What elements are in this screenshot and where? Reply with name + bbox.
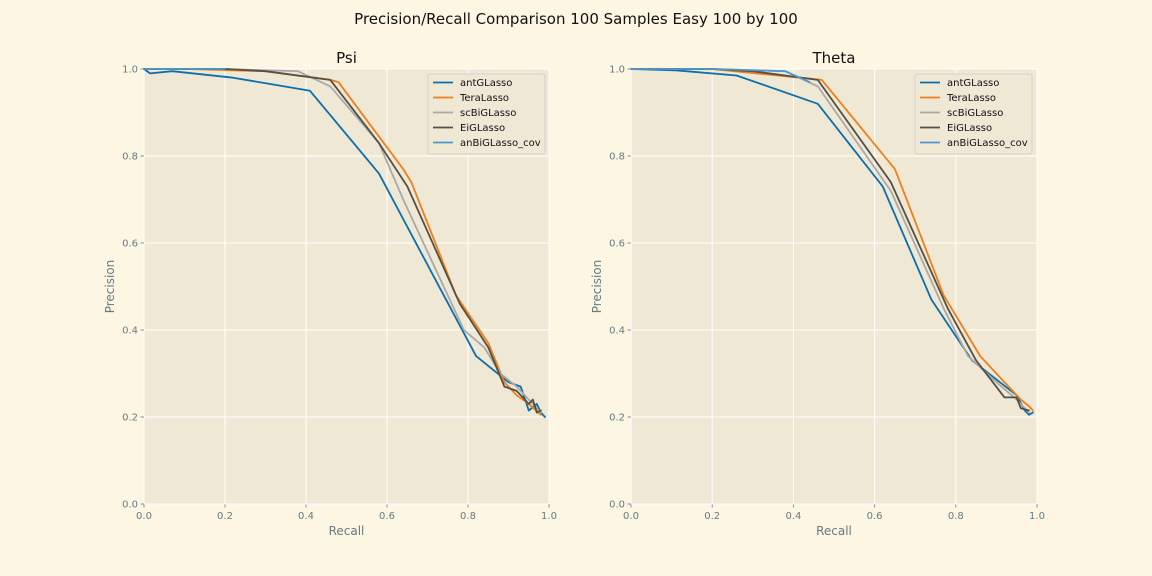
legend-label-EiGLasso: EiGLasso xyxy=(460,123,505,134)
x-axis-label: Recall xyxy=(329,524,365,538)
axes-title: Theta xyxy=(812,49,856,67)
y-tick-label: 0.4 xyxy=(122,326,138,337)
y-tick-label: 0.4 xyxy=(609,326,625,337)
x-tick-label: 0.6 xyxy=(867,511,883,522)
legend: antGLasso TeraLasso scBiGLasso EiGLasso anBi… xyxy=(427,73,546,155)
x-axis-label: Recall xyxy=(816,524,852,538)
x-tick-label: 0.2 xyxy=(217,511,233,522)
y-tick-label: 0.8 xyxy=(609,152,625,163)
series-line-antGLasso xyxy=(143,68,546,418)
x-tick-label: 1.0 xyxy=(1029,511,1045,522)
legend-label-scBiGLasso: scBiGLasso xyxy=(460,108,516,119)
x-tick-label: 1.0 xyxy=(541,511,557,522)
y-tick-label: 0.6 xyxy=(122,239,138,250)
x-tick-label: 0.0 xyxy=(623,511,639,522)
legend-label-TeraLasso: TeraLasso xyxy=(946,93,996,104)
x-tick-label: 0.2 xyxy=(704,511,720,522)
legend: antGLasso TeraLasso scBiGLasso EiGLasso anBi… xyxy=(914,73,1033,155)
y-tick-label: 0.0 xyxy=(122,500,138,511)
chart-psi: 0.0 0.2 0.4 0.6 0.8 1.0 0.0 0.2 0.4 0.6 0.8 1.0 Psi R… xyxy=(103,49,557,538)
series-line-scBiGLasso xyxy=(143,68,542,414)
legend-label-EiGLasso: EiGLasso xyxy=(947,123,992,134)
chart-theta: 0.0 0.2 0.4 0.6 0.8 1.0 0.0 0.2 0.4 0.6 0.8 1.0 Thet… xyxy=(590,49,1045,538)
legend-label-antGLasso: antGLasso xyxy=(947,78,999,89)
series-line-TeraLasso xyxy=(630,68,1034,412)
x-tick-label: 0.6 xyxy=(379,511,395,522)
y-tick-label: 0.8 xyxy=(122,152,138,163)
y-tick-label: 1.0 xyxy=(122,65,138,76)
figure-title: Precision/Recall Comparison 100 Samples … xyxy=(354,10,798,28)
x-tick-label: 0.8 xyxy=(460,511,476,522)
legend-box xyxy=(914,73,1033,155)
series-line-EiGLasso xyxy=(143,68,542,414)
y-tick-label: 0.2 xyxy=(609,413,625,424)
legend-label-scBiGLasso: scBiGLasso xyxy=(947,108,1003,119)
legend-label-anBiGLasso_cov: anBiGLasso_cov xyxy=(947,138,1028,149)
y-tick-label: 0.0 xyxy=(609,500,625,511)
series-line-anBiGLasso_cov xyxy=(630,68,811,83)
x-tick-label: 0.4 xyxy=(298,511,314,522)
y-tick-label: 0.6 xyxy=(609,239,625,250)
x-tick-label: 0.0 xyxy=(136,511,152,522)
series-line-antGLasso xyxy=(630,68,1034,416)
y-axis-label: Precision xyxy=(590,260,604,314)
legend-label-anBiGLasso_cov: anBiGLasso_cov xyxy=(460,138,541,149)
legend-label-antGLasso: antGLasso xyxy=(460,78,512,89)
x-tick-label: 0.4 xyxy=(785,511,801,522)
legend-label-TeraLasso: TeraLasso xyxy=(459,93,509,104)
axes-title: Psi xyxy=(336,49,357,67)
y-tick-label: 1.0 xyxy=(609,65,625,76)
y-axis-label: Precision xyxy=(103,260,117,314)
y-tick-label: 0.2 xyxy=(122,413,138,424)
legend-box xyxy=(427,73,546,155)
x-tick-label: 0.8 xyxy=(948,511,964,522)
